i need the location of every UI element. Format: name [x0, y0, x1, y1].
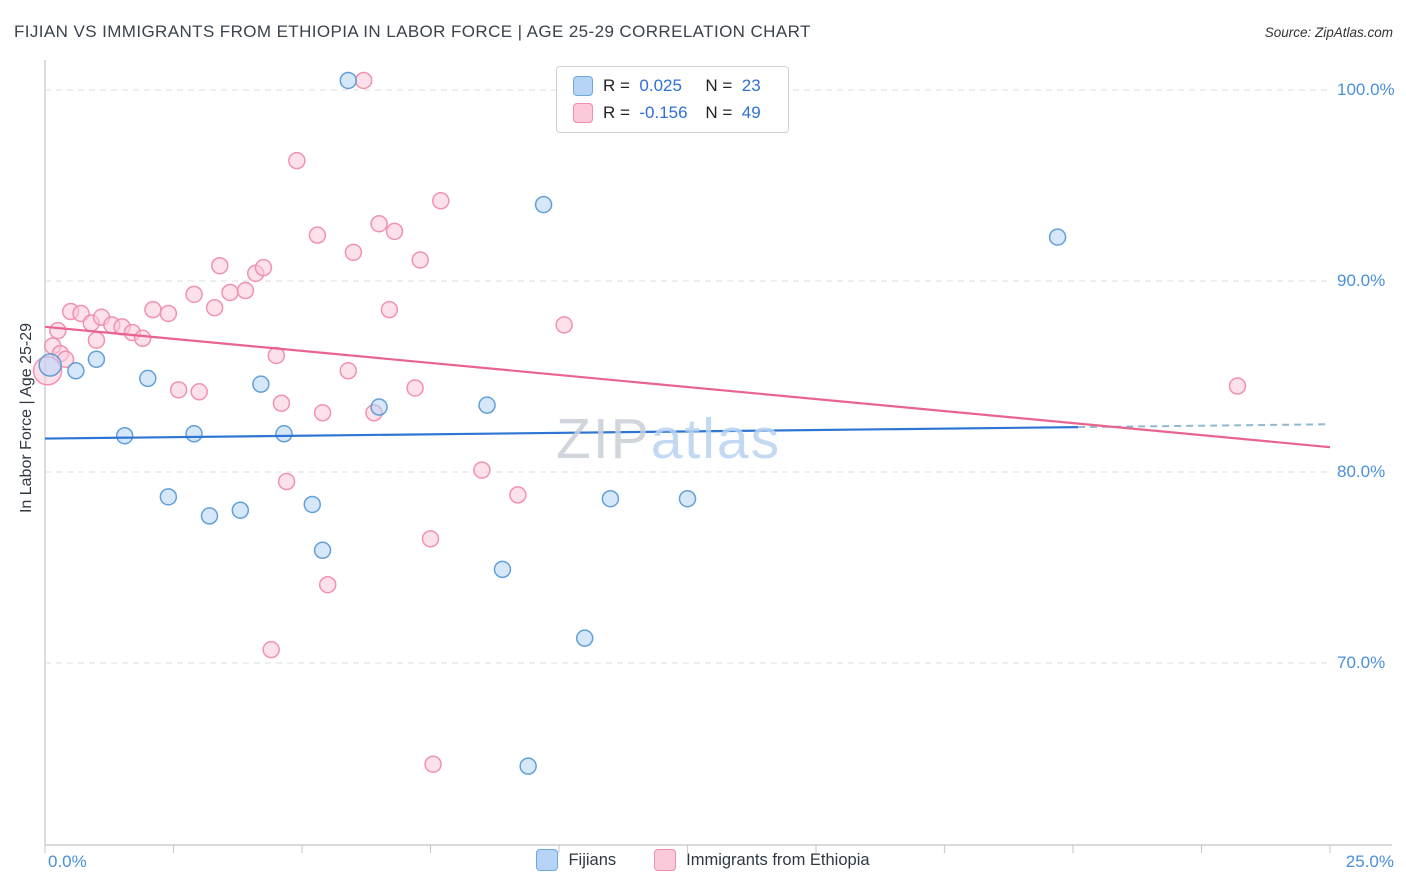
fijians-r-value: 0.025 [639, 76, 682, 95]
point-fijians [185, 425, 203, 443]
legend-label-fijians: Fijians [568, 850, 617, 869]
point-ethiopia [211, 256, 229, 275]
point-ethiopia [473, 461, 491, 479]
point-fijians [678, 489, 697, 508]
point-ethiopia [432, 192, 450, 210]
point-ethiopia [169, 381, 188, 399]
point-ethiopia [411, 251, 429, 269]
point-fijians [519, 757, 537, 775]
point-fijians [303, 495, 322, 514]
point-ethiopia [318, 575, 337, 594]
point-fijians [231, 501, 250, 519]
point-ethiopia [509, 486, 527, 504]
ethiopia-r-value: -0.156 [639, 103, 688, 122]
point-ethiopia [424, 755, 442, 773]
source-attribution: Source: ZipAtlas.com [1264, 25, 1393, 40]
stats-r-label: R = -0.156 N = 49 [603, 103, 772, 123]
stats-row-ethiopia: R = -0.156 N = 49 [573, 103, 772, 123]
point-fijians [159, 488, 178, 506]
ethiopia-n-value: 49 [741, 103, 761, 122]
point-fijians [252, 375, 270, 393]
point-ethiopia [385, 222, 404, 241]
point-ethiopia [190, 383, 208, 401]
point-ethiopia [421, 530, 440, 548]
chart-legend: Fijians Immigrants from Ethiopia [0, 849, 1406, 871]
point-ethiopia [354, 71, 373, 90]
legend-item-ethiopia: Immigrants from Ethiopia [654, 849, 870, 871]
x-tick-min: 0.0% [48, 852, 87, 871]
fijians-legend-swatch-icon [536, 849, 559, 871]
point-ethiopia [133, 329, 152, 348]
point-ethiopia [339, 362, 358, 380]
point-fijians [275, 425, 293, 443]
point-fijians [370, 398, 388, 416]
point-ethiopia [254, 258, 273, 277]
point-fijians [115, 426, 134, 445]
point-fijians [339, 71, 358, 90]
point-fijians [493, 560, 512, 579]
point-fijians [200, 507, 219, 525]
y-tick-90: 90.0% [1337, 271, 1386, 290]
point-fijians [87, 350, 106, 369]
correlation-stats-box: R = 0.025 N = 23 R = -0.156 N = 49 [556, 66, 789, 133]
y-tick-80: 80.0% [1337, 462, 1386, 481]
fijians-n-value: 23 [741, 76, 761, 95]
point-ethiopia [308, 226, 327, 244]
point-ethiopia [205, 298, 224, 317]
point-ethiopia [49, 321, 67, 340]
point-fijians [1048, 228, 1067, 246]
ethiopia-legend-swatch-icon [654, 849, 677, 871]
point-ethiopia [277, 472, 296, 491]
fijians-swatch-icon [573, 76, 593, 96]
point-ethiopia [1228, 377, 1247, 395]
y-tick-100: 100.0% [1337, 80, 1395, 99]
point-ethiopia [288, 151, 306, 170]
point-ethiopia [262, 640, 280, 659]
y-tick-70: 70.0% [1337, 653, 1386, 672]
x-tick-max: 25.0% [1345, 852, 1394, 871]
point-fijians [139, 369, 157, 388]
point-ethiopia [185, 285, 203, 304]
point-ethiopia [344, 243, 363, 262]
point-ethiopia [555, 316, 573, 334]
chart-title: FIJIAN VS IMMIGRANTS FROM ETHIOPIA IN LA… [14, 22, 811, 41]
ethiopia-swatch-icon [573, 103, 593, 123]
point-ethiopia [159, 304, 178, 323]
stats-row-fijians: R = 0.025 N = 23 [573, 76, 772, 96]
point-fijians [313, 541, 332, 560]
point-fijians [601, 489, 620, 508]
point-ethiopia [313, 404, 332, 422]
point-fijians [38, 353, 62, 377]
point-ethiopia [87, 331, 106, 349]
point-ethiopia [236, 281, 255, 300]
point-ethiopia [221, 283, 239, 302]
trend-line-fijians [44, 426, 1079, 440]
legend-label-ethiopia: Immigrants from Ethiopia [686, 850, 870, 869]
point-ethiopia [370, 214, 388, 233]
point-ethiopia [406, 379, 424, 397]
trend-line-ethiopia [44, 325, 1331, 449]
stats-r-label: R = 0.025 N = 23 [603, 76, 772, 96]
point-ethiopia [380, 300, 399, 319]
point-fijians [575, 629, 594, 647]
point-ethiopia [144, 300, 162, 319]
point-fijians [478, 396, 496, 414]
point-fijians [67, 362, 85, 380]
point-ethiopia [272, 394, 291, 412]
point-fijians [534, 195, 553, 214]
legend-item-fijians: Fijians [536, 849, 616, 871]
